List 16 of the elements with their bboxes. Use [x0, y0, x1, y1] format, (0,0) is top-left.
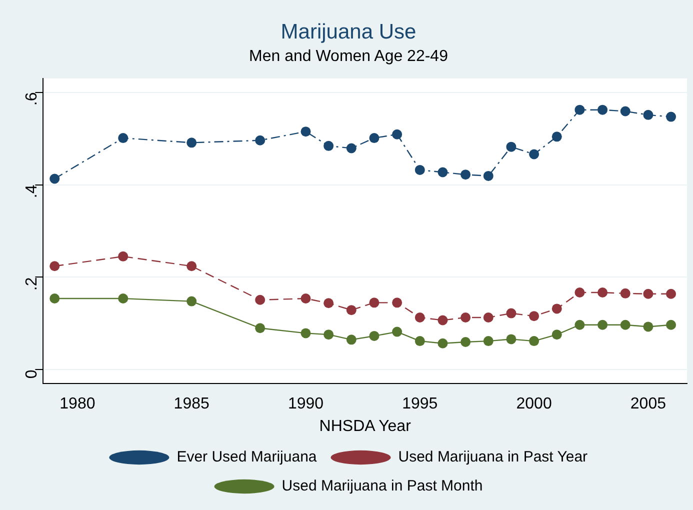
x-tick-label: 2000	[516, 396, 552, 413]
x-tick-label: 1980	[60, 396, 96, 413]
chart-subtitle: Men and Women Age 22-49	[249, 48, 448, 66]
y-tick-label: .2	[24, 277, 41, 291]
x-tick-label: 2005	[630, 396, 666, 413]
y-tick-label: 0	[24, 370, 41, 379]
legend-label: Used Marijuana in Past Year	[398, 448, 588, 466]
chart-title: Marijuana Use	[280, 20, 416, 44]
legend-label: Ever Used Marijuana	[176, 448, 318, 466]
x-tick-label: 1985	[174, 396, 210, 413]
x-tick-label: 1995	[402, 396, 438, 413]
x-tick-label: 1990	[288, 396, 324, 413]
y-tick-label: .4	[24, 184, 41, 198]
x-axis-title: NHSDA Year	[319, 418, 412, 435]
y-tick-label: .6	[24, 92, 41, 106]
legend-label: Used Marijuana in Past Month	[282, 478, 483, 495]
